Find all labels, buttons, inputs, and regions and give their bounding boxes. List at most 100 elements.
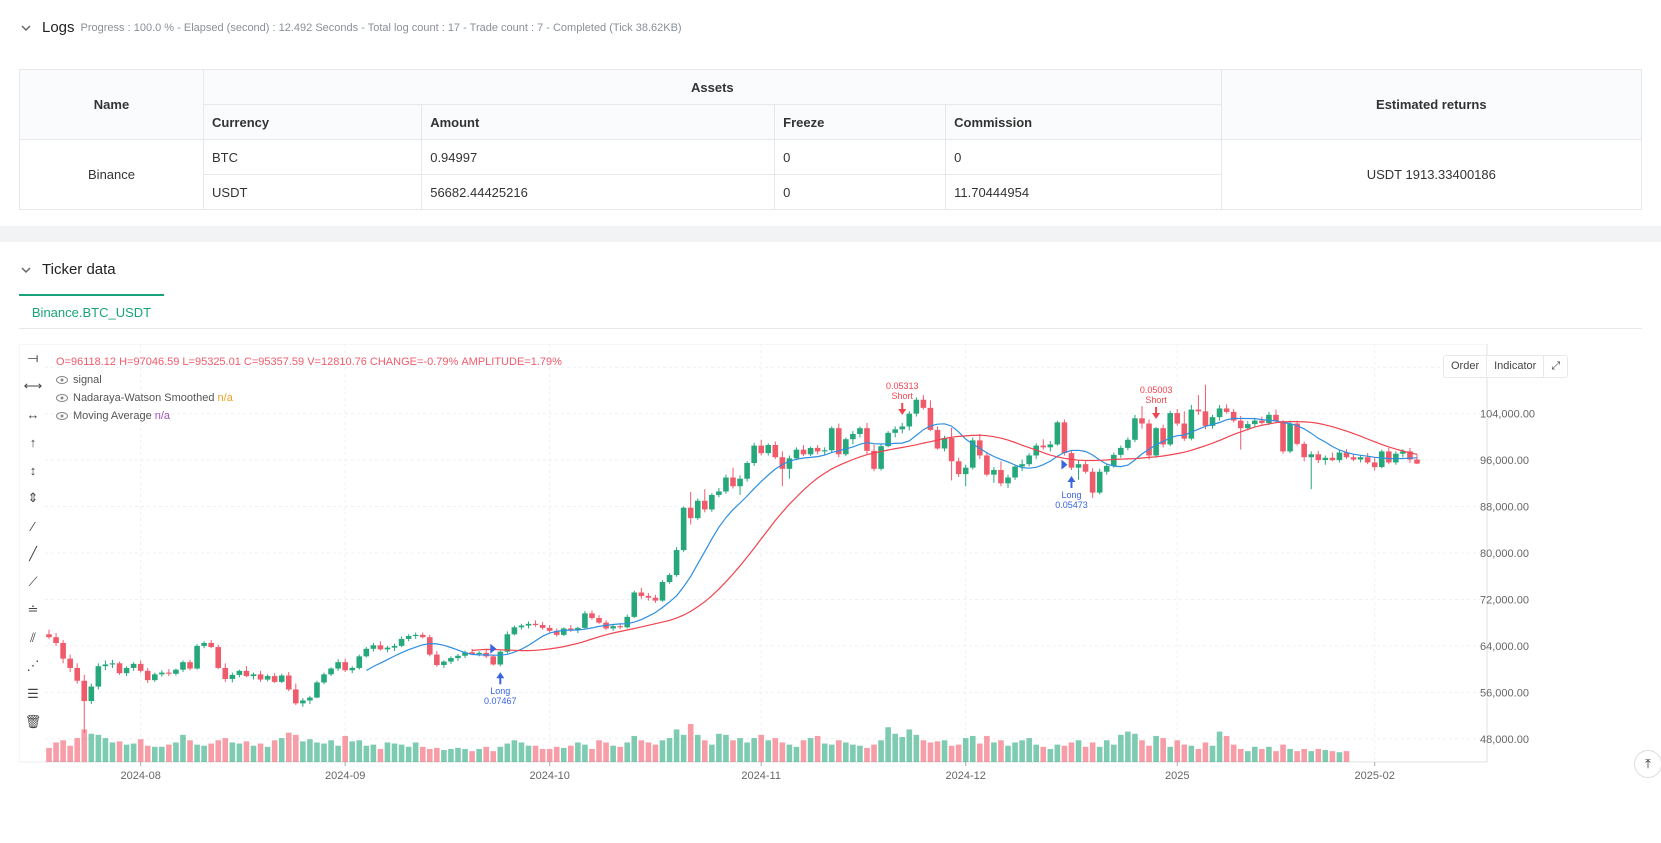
- volume-bar: [53, 742, 59, 762]
- candle-body: [709, 494, 715, 510]
- volume-bar: [1054, 744, 1061, 762]
- volume-bar: [1329, 751, 1336, 762]
- chevron-down-icon[interactable]: [20, 22, 32, 34]
- fib-channel-icon[interactable]: ⋰: [26, 658, 40, 673]
- candle-body: [511, 627, 518, 635]
- vertical-segment-icon[interactable]: ⇕: [27, 490, 39, 505]
- parallel-channel-icon[interactable]: ⫽: [30, 630, 36, 645]
- volume-bar: [885, 727, 891, 762]
- candle-body: [419, 634, 426, 638]
- volume-bar: [497, 746, 504, 762]
- indicator-button[interactable]: Indicator: [1487, 356, 1545, 377]
- eye-icon[interactable]: [56, 412, 68, 420]
- candle-body: [518, 625, 525, 628]
- volume-bar: [109, 742, 116, 762]
- horizontal-ray-icon[interactable]: ⟞: [27, 350, 39, 365]
- volume-bar: [201, 745, 207, 762]
- trend-line-icon[interactable]: ⁄: [31, 518, 35, 534]
- candle-body: [504, 634, 511, 652]
- candle-body: [194, 645, 200, 669]
- volume-bar: [166, 744, 172, 762]
- price-chart[interactable]: Long0.07467Short0.05313Long0.05473Short0…: [19, 344, 1642, 840]
- candle-body: [335, 662, 341, 669]
- volume-bar: [539, 748, 546, 762]
- fullscreen-icon[interactable]: ⤢: [1551, 360, 1561, 372]
- volume-bar: [321, 743, 327, 762]
- candle-body: [363, 648, 370, 657]
- candle-body: [1096, 471, 1103, 493]
- volume-bar: [264, 746, 271, 762]
- signal-type-label: Short: [1145, 395, 1167, 405]
- candle-body: [1244, 424, 1251, 429]
- candle-body: [1125, 439, 1131, 448]
- volume-bar: [412, 742, 419, 762]
- order-button[interactable]: Order: [1444, 356, 1488, 377]
- volume-bar: [1061, 745, 1068, 762]
- vertical-ray-icon[interactable]: ↑: [29, 434, 37, 450]
- volume-bars: [46, 724, 1350, 762]
- ticker-header[interactable]: Ticker data: [20, 261, 116, 278]
- volume-bar: [328, 740, 334, 762]
- volume-bar: [391, 743, 398, 762]
- eye-icon[interactable]: [56, 394, 68, 402]
- vertical-line-icon[interactable]: ↕: [29, 462, 37, 478]
- straight-line-icon[interactable]: ⟋: [28, 574, 38, 589]
- volume-bar: [560, 747, 567, 762]
- candle-body: [871, 450, 877, 469]
- fib-retracement-icon[interactable]: ☰: [27, 686, 39, 701]
- volume-bar: [1167, 746, 1173, 762]
- volume-bar: [906, 729, 913, 762]
- ray-line-icon[interactable]: ╱: [29, 546, 37, 561]
- legend-series-ma[interactable]: Moving Average n/a: [56, 407, 562, 425]
- candle-body: [137, 663, 144, 671]
- candle-body: [1237, 420, 1244, 429]
- candle-body: [532, 623, 539, 625]
- candle-body: [95, 666, 102, 687]
- legend-series-signal[interactable]: signal: [56, 371, 562, 389]
- volume-bar: [835, 740, 842, 762]
- volume-bar: [525, 745, 532, 762]
- candle-body: [864, 428, 870, 451]
- volume-bar: [843, 742, 849, 762]
- entry-flag-icon: [1061, 459, 1068, 470]
- volume-bar: [977, 743, 983, 762]
- x-tick-label: 2024-08: [120, 770, 160, 782]
- candle-body: [180, 662, 186, 670]
- logs-header[interactable]: Logs Progress : 100.0 % - Elapsed (secon…: [20, 19, 682, 36]
- candle-body: [751, 445, 757, 464]
- candle-body: [998, 469, 1004, 484]
- trash-icon[interactable]: 🗑: [24, 714, 42, 729]
- scroll-to-top-icon[interactable]: ⤒: [1634, 750, 1661, 778]
- candle-body: [1407, 451, 1413, 460]
- candles: [46, 384, 1420, 733]
- volume-bar: [568, 745, 574, 762]
- volume-bar: [582, 744, 588, 762]
- candle-body: [991, 469, 997, 475]
- tab-binance-btc-usdt[interactable]: Binance.BTC_USDT: [19, 294, 164, 328]
- chevron-down-icon[interactable]: [20, 264, 32, 276]
- candle-body: [405, 636, 412, 639]
- legend-series-nw[interactable]: Nadaraya-Watson Smoothed n/a: [56, 389, 562, 407]
- volume-value: V=12810.76: [307, 356, 367, 368]
- candle-body: [412, 634, 419, 637]
- commission-cell: 0: [945, 139, 1222, 175]
- volume-bar: [81, 729, 88, 762]
- eye-icon[interactable]: [56, 376, 68, 384]
- volume-bar: [1089, 742, 1096, 762]
- candle-body: [793, 449, 800, 459]
- volume-bar: [737, 738, 743, 762]
- price-label-icon[interactable]: ≐: [27, 602, 39, 617]
- amount-cell: 0.94997: [421, 139, 776, 175]
- candle-body: [1012, 466, 1018, 478]
- volume-bar: [603, 742, 609, 762]
- candle-body: [737, 478, 743, 487]
- table-row: USDT 56682.44425216 0 11.70444954: [20, 174, 1642, 210]
- horizontal-segment-icon[interactable]: ↔: [26, 406, 40, 422]
- candle-body: [828, 428, 835, 451]
- candle-body: [1160, 428, 1166, 445]
- candle-body: [1103, 465, 1110, 472]
- volume-bar: [293, 734, 299, 762]
- horizontal-line-icon[interactable]: ⟷: [23, 378, 43, 393]
- signal-type-label: Short: [891, 391, 913, 401]
- candle-body: [384, 647, 391, 650]
